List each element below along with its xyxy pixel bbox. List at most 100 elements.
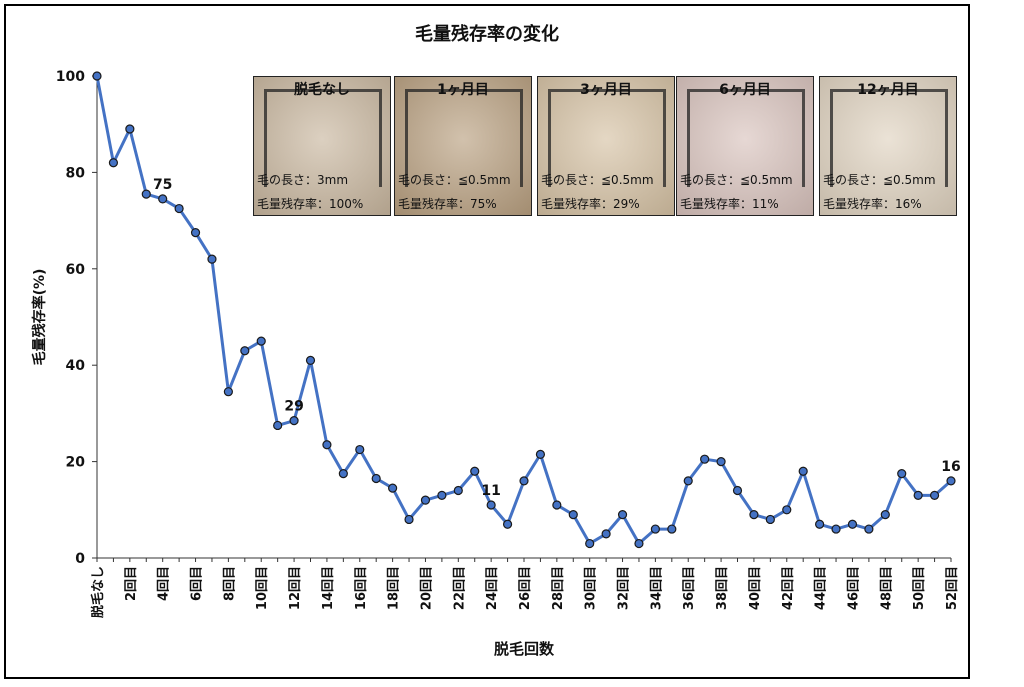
photo-hair-length: 毛の長さ：≦0.5mm [541, 173, 654, 187]
x-tick-label: 10回目 [255, 566, 270, 610]
data-point [782, 505, 792, 515]
data-point [305, 355, 316, 365]
data-point [355, 444, 365, 455]
data-point [289, 416, 299, 426]
skin-photo-image [254, 77, 390, 215]
x-tick-label: 40回目 [748, 566, 763, 610]
data-point [519, 476, 529, 486]
skin-photo: 12ヶ月目毛の長さ：≦0.5mm 毛量残存率：16% [819, 76, 957, 216]
x-tick-label: 8回目 [222, 566, 237, 601]
data-point [732, 485, 743, 496]
data-point [240, 346, 250, 356]
data-label: 29 [284, 399, 303, 415]
x-tick-label: 26回目 [518, 566, 533, 610]
y-tick-label: 60 [66, 262, 86, 278]
x-tick-label: 16回目 [354, 566, 369, 610]
data-point [371, 473, 381, 484]
skin-photo: 6ヶ月目毛の長さ：≦0.5mm 毛量残存率：11% [676, 76, 814, 216]
photo-title: 12ヶ月目 [857, 82, 919, 98]
skin-photo: 1ヶ月目 毛の長さ：≦0.5mm 毛量残存率：75% [394, 76, 532, 216]
skin-photo-image [677, 77, 813, 215]
data-point [453, 485, 463, 496]
data-point [700, 454, 710, 464]
data-point [585, 538, 595, 549]
x-axis-label: 脱毛回数 [494, 640, 555, 658]
marker-frame [264, 89, 382, 187]
x-tick-label: 36回目 [682, 566, 697, 610]
data-point [716, 457, 726, 467]
skin-photo-image [538, 77, 674, 215]
data-point [617, 510, 628, 520]
data-point [502, 519, 513, 529]
data-point [223, 387, 233, 397]
data-point [108, 158, 119, 168]
data-point [634, 538, 644, 549]
photo-hair-rate: 毛量残存率：16% [823, 197, 922, 211]
photo-hair-length: 毛の長さ：≦0.5mm [398, 173, 511, 187]
x-tick-label: 48回目 [879, 566, 894, 610]
data-point [92, 71, 102, 81]
data-point [765, 514, 775, 525]
photo-hair-rate: 毛量残存率：100% [257, 197, 364, 211]
data-point [847, 519, 858, 529]
data-point [141, 189, 151, 199]
skin-photo: 脱毛なし 毛の長さ：3mm 毛量残存率：100% [253, 76, 391, 216]
x-tick-label: 42回目 [781, 566, 796, 610]
data-point [683, 476, 693, 486]
data-point [929, 490, 940, 500]
skin-photo: 3ヶ月目毛の長さ：≦0.5mm 毛量残存率：29% [537, 76, 675, 216]
y-tick-label: 80 [66, 165, 86, 181]
data-point [158, 194, 168, 204]
photo-hair-length: 毛の長さ：≦0.5mm [823, 173, 936, 187]
x-tick-label: 24回目 [485, 566, 500, 610]
x-tick-label: 44回目 [814, 566, 829, 610]
data-point [174, 203, 184, 214]
data-point [256, 336, 266, 346]
chart-title: 毛量残存率の変化 [415, 23, 559, 45]
data-point [470, 466, 480, 476]
x-tick-label: 32回目 [617, 566, 632, 610]
photo-hair-length: 毛の長さ：≦0.5mm [680, 173, 793, 187]
skin-photo-image [395, 77, 531, 215]
data-point [831, 524, 841, 534]
data-label: 11 [481, 483, 500, 499]
data-point [601, 529, 611, 539]
data-point [667, 524, 677, 534]
series-layer: 75 29 11 16 [92, 71, 961, 549]
x-tick-label: 34回目 [649, 566, 664, 610]
data-point [338, 469, 348, 479]
x-tick-label: 30回目 [584, 566, 599, 610]
y-tick-label: 100 [56, 69, 85, 85]
skin-photo-image [820, 77, 956, 215]
x-tick-label: 28回目 [551, 566, 566, 610]
x-tick-label: 50回目 [912, 566, 927, 610]
y-axis-label: 毛量残存率(%) [31, 269, 48, 366]
x-tick-label: 2回目 [124, 566, 139, 601]
data-point [207, 254, 217, 264]
data-point [880, 510, 890, 520]
photo-hair-length: 毛の長さ：3mm [257, 173, 349, 187]
marker-frame [405, 89, 523, 187]
photo-title: 6ヶ月目 [719, 82, 771, 98]
photo-hair-rate: 毛量残存率：75% [398, 197, 497, 211]
x-tick-label: 12回目 [288, 566, 303, 610]
data-point [946, 476, 956, 486]
data-point [125, 124, 135, 134]
x-tick-label: 18回目 [387, 566, 402, 610]
x-tick-label: 46回目 [846, 566, 861, 610]
data-label: 16 [941, 459, 960, 475]
x-tick-label: 4回目 [157, 566, 172, 601]
photo-hair-rate: 毛量残存率：11% [680, 197, 779, 211]
data-point [388, 483, 398, 493]
x-tick-label: 6回目 [190, 566, 205, 601]
marker-frame [830, 89, 948, 187]
data-point [273, 420, 283, 431]
data-point [650, 524, 660, 534]
axes: 0 20 40 60 80 100 脱毛なし 2回目 4回目 6回目 8回目 10回目 12回目 14回目… [56, 69, 960, 618]
photo-title: 3ヶ月目 [580, 82, 632, 98]
photo-hair-rate: 毛量残存率：29% [541, 197, 640, 211]
x-tick-label: 14回目 [321, 566, 336, 610]
data-point [815, 519, 825, 529]
data-point [568, 510, 578, 520]
